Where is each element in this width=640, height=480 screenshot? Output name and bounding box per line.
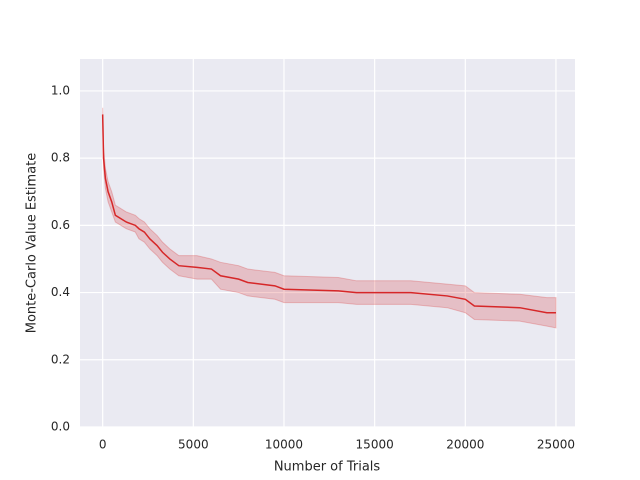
x-tick-label: 5000 — [178, 438, 209, 452]
y-tick-label: 0.6 — [51, 218, 70, 232]
y-tick-label: 0.0 — [51, 420, 70, 434]
x-tick-label: 25000 — [537, 438, 575, 452]
y-tick-label: 0.4 — [51, 285, 70, 299]
y-tick-label: 0.8 — [51, 151, 70, 165]
y-tick-label: 0.2 — [51, 352, 70, 366]
x-tick-label: 0 — [99, 438, 107, 452]
x-tick-label: 15000 — [356, 438, 394, 452]
y-axis-label: Monte-Carlo Value Estimate — [25, 153, 40, 334]
x-tick-label: 10000 — [265, 438, 303, 452]
line — [101, 114, 556, 314]
x-axis-label: Number of Trials — [274, 460, 381, 475]
y-tick-label: 1.0 — [51, 83, 70, 97]
x-tick-label: 20000 — [446, 438, 484, 452]
plot-background — [80, 59, 575, 427]
